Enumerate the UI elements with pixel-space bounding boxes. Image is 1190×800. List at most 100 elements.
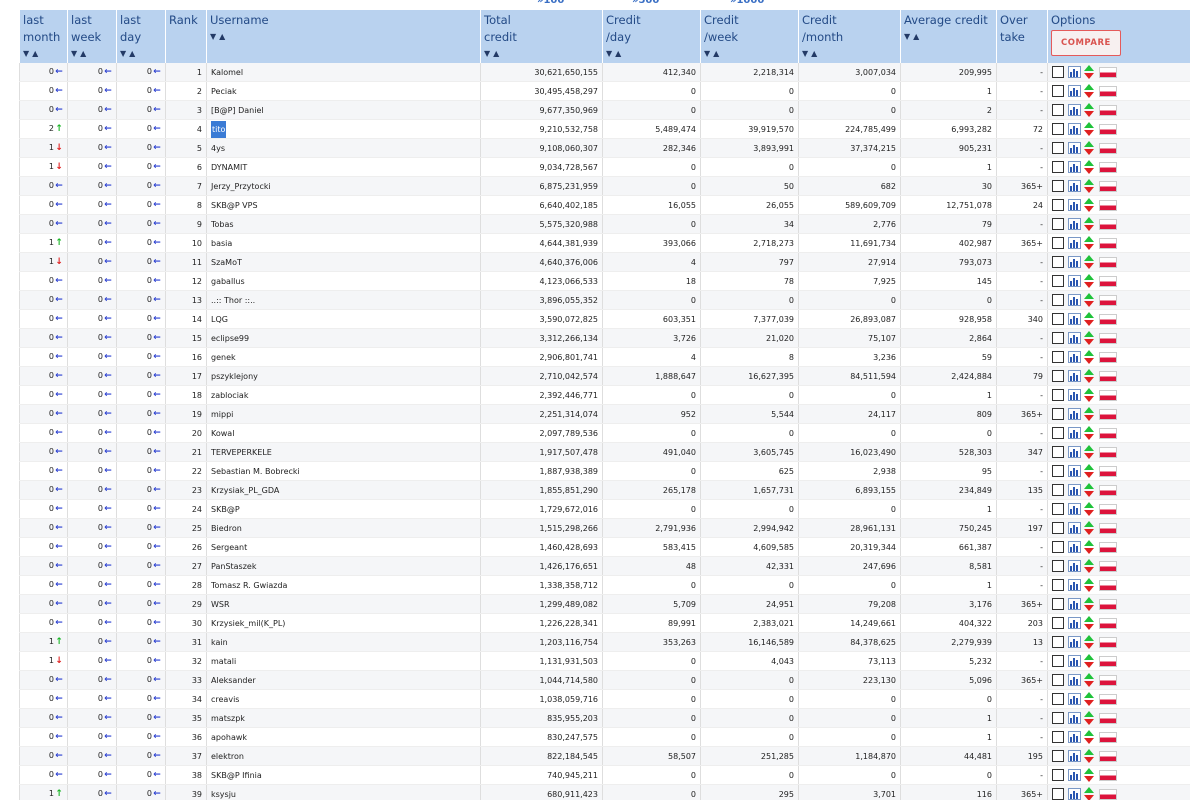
graph-icon[interactable] xyxy=(1068,579,1081,591)
rank-up-down-icon[interactable] xyxy=(1084,121,1094,137)
graph-icon[interactable] xyxy=(1068,256,1081,268)
rank-up-down-icon[interactable] xyxy=(1084,330,1094,346)
compare-checkbox[interactable] xyxy=(1052,712,1064,724)
username-link[interactable]: SKB@P VPS xyxy=(211,200,258,210)
graph-icon[interactable] xyxy=(1068,218,1081,230)
username-link[interactable]: Biedron xyxy=(211,523,242,533)
compare-checkbox[interactable] xyxy=(1052,237,1064,249)
rank-up-down-icon[interactable] xyxy=(1084,748,1094,764)
graph-icon[interactable] xyxy=(1068,636,1081,648)
sort-arrows-icon[interactable]: ▼▲ xyxy=(704,49,723,58)
graph-icon[interactable] xyxy=(1068,294,1081,306)
graph-icon[interactable] xyxy=(1068,693,1081,705)
sort-arrows-icon[interactable]: ▼▲ xyxy=(71,49,90,58)
compare-checkbox[interactable] xyxy=(1052,731,1064,743)
header-total-credit[interactable]: Total credit ▼▲ xyxy=(480,10,603,63)
compare-checkbox[interactable] xyxy=(1052,313,1064,325)
username-link[interactable]: Krzysiek_mil(K_PL) xyxy=(211,618,286,628)
range-link-100[interactable]: »100 xyxy=(537,0,565,6)
sort-arrows-icon[interactable]: ▼▲ xyxy=(606,49,625,58)
username-link[interactable]: genek xyxy=(211,352,236,362)
graph-icon[interactable] xyxy=(1068,275,1081,287)
username-link[interactable]: matali xyxy=(211,656,237,666)
compare-checkbox[interactable] xyxy=(1052,294,1064,306)
range-link-500[interactable]: »500 xyxy=(632,0,660,6)
rank-up-down-icon[interactable] xyxy=(1084,292,1094,308)
graph-icon[interactable] xyxy=(1068,199,1081,211)
username-link[interactable]: Sergeant xyxy=(211,542,248,552)
compare-checkbox[interactable] xyxy=(1052,199,1064,211)
compare-checkbox[interactable] xyxy=(1052,598,1064,610)
graph-icon[interactable] xyxy=(1068,712,1081,724)
username-link[interactable]: apohawk xyxy=(211,732,248,742)
username-link[interactable]: matszpk xyxy=(211,713,245,723)
header-credit-month[interactable]: Credit/month ▼▲ xyxy=(798,10,901,63)
rank-up-down-icon[interactable] xyxy=(1084,501,1094,517)
compare-checkbox[interactable] xyxy=(1052,408,1064,420)
graph-icon[interactable] xyxy=(1068,522,1081,534)
graph-icon[interactable] xyxy=(1068,541,1081,553)
rank-up-down-icon[interactable] xyxy=(1084,216,1094,232)
username-link[interactable]: zablociak xyxy=(211,390,249,400)
graph-icon[interactable] xyxy=(1068,750,1081,762)
graph-icon[interactable] xyxy=(1068,484,1081,496)
compare-checkbox[interactable] xyxy=(1052,351,1064,363)
username-cell[interactable]: Peciak xyxy=(206,81,481,101)
username-cell[interactable]: elektron xyxy=(206,746,481,766)
compare-checkbox[interactable] xyxy=(1052,66,1064,78)
graph-icon[interactable] xyxy=(1068,788,1081,800)
username-cell[interactable]: matali xyxy=(206,651,481,671)
username-link[interactable]: Sebastian M. Bobrecki xyxy=(211,466,300,476)
username-cell[interactable]: SKB@P xyxy=(206,499,481,519)
rank-up-down-icon[interactable] xyxy=(1084,64,1094,80)
username-cell[interactable]: basia xyxy=(206,233,481,253)
username-link[interactable]: PanStaszek xyxy=(211,561,257,571)
compare-checkbox[interactable] xyxy=(1052,465,1064,477)
rank-up-down-icon[interactable] xyxy=(1084,406,1094,422)
username-cell[interactable]: Tomasz R. Gwiazda xyxy=(206,575,481,595)
compare-checkbox[interactable] xyxy=(1052,142,1064,154)
graph-icon[interactable] xyxy=(1068,503,1081,515)
graph-icon[interactable] xyxy=(1068,674,1081,686)
username-link[interactable]: ..:: Thor ::.. xyxy=(211,295,256,305)
graph-icon[interactable] xyxy=(1068,408,1081,420)
rank-up-down-icon[interactable] xyxy=(1084,634,1094,650)
compare-checkbox[interactable] xyxy=(1052,446,1064,458)
compare-checkbox[interactable] xyxy=(1052,256,1064,268)
range-link-1000[interactable]: »1000 xyxy=(730,0,765,6)
graph-icon[interactable] xyxy=(1068,332,1081,344)
graph-icon[interactable] xyxy=(1068,180,1081,192)
username-cell[interactable]: 4ys xyxy=(206,138,481,158)
sort-arrows-icon[interactable]: ▼▲ xyxy=(802,49,821,58)
graph-icon[interactable] xyxy=(1068,66,1081,78)
username-cell[interactable]: genek xyxy=(206,347,481,367)
username-link[interactable]: SKB@P Ifinia xyxy=(211,770,262,780)
compare-checkbox[interactable] xyxy=(1052,788,1064,800)
username-cell[interactable]: SKB@P Ifinia xyxy=(206,765,481,785)
username-cell[interactable]: DYNAMIT xyxy=(206,157,481,177)
compare-checkbox[interactable] xyxy=(1052,104,1064,116)
rank-up-down-icon[interactable] xyxy=(1084,197,1094,213)
username-link[interactable]: kain xyxy=(211,637,228,647)
username-cell[interactable]: ksysju xyxy=(206,784,481,800)
compare-checkbox[interactable] xyxy=(1052,617,1064,629)
username-link[interactable]: elektron xyxy=(211,751,244,761)
sort-arrows-icon[interactable]: ▼▲ xyxy=(23,49,42,58)
compare-checkbox[interactable] xyxy=(1052,85,1064,97)
graph-icon[interactable] xyxy=(1068,370,1081,382)
graph-icon[interactable] xyxy=(1068,237,1081,249)
header-credit-day[interactable]: Credit/day ▼▲ xyxy=(602,10,701,63)
username-cell[interactable]: [B@P] Daniel xyxy=(206,100,481,120)
rank-up-down-icon[interactable] xyxy=(1084,577,1094,593)
username-link[interactable]: SKB@P xyxy=(211,504,240,514)
header-last-day[interactable]: last day ▼▲ xyxy=(116,10,166,63)
username-cell[interactable]: SzaMoT xyxy=(206,252,481,272)
sort-arrows-icon[interactable]: ▼▲ xyxy=(120,49,139,58)
username-cell[interactable]: Krzysiak_PL_GDA xyxy=(206,480,481,500)
compare-checkbox[interactable] xyxy=(1052,218,1064,230)
rank-up-down-icon[interactable] xyxy=(1084,102,1094,118)
username-cell[interactable]: tito xyxy=(206,119,481,139)
rank-up-down-icon[interactable] xyxy=(1084,425,1094,441)
compare-checkbox[interactable] xyxy=(1052,579,1064,591)
graph-icon[interactable] xyxy=(1068,123,1081,135)
